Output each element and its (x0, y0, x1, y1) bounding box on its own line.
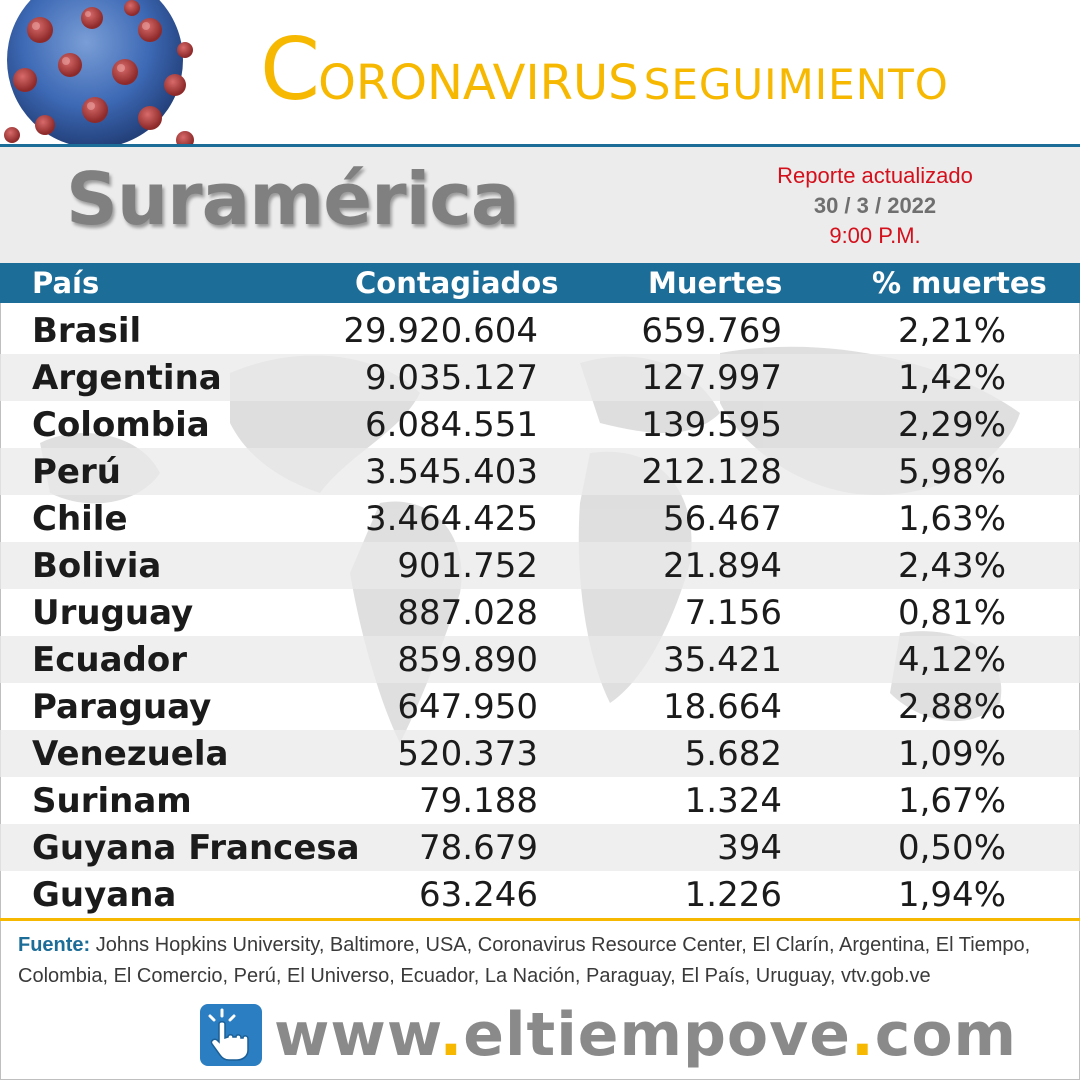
column-header-country: País (32, 266, 100, 300)
country-cell: Bolivia (32, 546, 162, 586)
title-suffix: SEGUIMIENTO (643, 60, 949, 109)
country-cell: Brasil (32, 311, 142, 351)
column-header-deaths: Muertes (648, 266, 783, 300)
death-rate-cell: 0,81% (897, 593, 1006, 633)
country-cell: Argentina (32, 358, 222, 398)
source-note: Fuente: Johns Hopkins University, Baltim… (18, 930, 1068, 992)
source-text: Johns Hopkins University, Baltimore, USA… (18, 934, 1031, 987)
death-rate-cell: 2,29% (897, 405, 1006, 445)
title-initial: C (260, 20, 320, 120)
country-cell: Paraguay (32, 687, 212, 727)
death-rate-cell: 1,09% (897, 734, 1006, 774)
table-row: Venezuela 520.373 5.682 1,09% (0, 730, 1080, 777)
report-time: 9:00 P.M. (829, 223, 921, 248)
deaths-cell: 5.682 (684, 734, 782, 774)
country-cell: Surinam (32, 781, 192, 821)
confirmed-cell: 63.246 (419, 875, 538, 915)
confirmed-cell: 9.035.127 (364, 358, 538, 398)
death-rate-cell: 2,21% (897, 311, 1006, 351)
site-www: www (274, 1000, 440, 1070)
table-row: Argentina 9.035.127 127.997 1,42% (0, 354, 1080, 401)
country-cell: Venezuela (32, 734, 229, 774)
table-row: Uruguay 887.028 7.156 0,81% (0, 589, 1080, 636)
confirmed-cell: 887.028 (397, 593, 538, 633)
confirmed-cell: 520.373 (397, 734, 538, 774)
death-rate-cell: 1,63% (897, 499, 1006, 539)
table-row: Ecuador 859.890 35.421 4,12% (0, 636, 1080, 683)
confirmed-cell: 79.188 (419, 781, 538, 821)
site-dot-1: . (439, 1000, 464, 1070)
site-tld: com (874, 1000, 1018, 1070)
page-title: CORONAVIRUS SEGUIMIENTO (260, 20, 949, 120)
site-dot-2: . (850, 1000, 875, 1070)
country-cell: Guyana Francesa (32, 828, 360, 868)
deaths-cell: 1.324 (684, 781, 782, 821)
confirmed-cell: 78.679 (419, 828, 538, 868)
deaths-cell: 18.664 (663, 687, 782, 727)
death-rate-cell: 4,12% (897, 640, 1006, 680)
table-row: Guyana Francesa 78.679 394 0,50% (0, 824, 1080, 871)
table-row: Colombia 6.084.551 139.595 2,29% (0, 401, 1080, 448)
footer-divider (0, 918, 1080, 921)
report-date: 30 / 3 / 2022 (813, 193, 937, 218)
table-row: Perú 3.545.403 212.128 5,98% (0, 448, 1080, 495)
death-rate-cell: 1,67% (897, 781, 1006, 821)
death-rate-cell: 2,43% (897, 546, 1006, 586)
death-rate-cell: 1,94% (897, 875, 1006, 915)
confirmed-cell: 901.752 (397, 546, 538, 586)
coronavirus-icon (4, 0, 194, 146)
deaths-cell: 139.595 (641, 405, 782, 445)
title-main: ORONAVIRUS (318, 55, 639, 111)
region-title: Suramérica (66, 157, 520, 241)
pointer-hand-icon (200, 1004, 262, 1066)
website-url[interactable]: www.eltiempove.com (274, 1000, 1017, 1070)
confirmed-cell: 647.950 (397, 687, 538, 727)
deaths-cell: 7.156 (684, 593, 782, 633)
confirmed-cell: 6.084.551 (364, 405, 538, 445)
confirmed-cell: 3.464.425 (364, 499, 538, 539)
site-name: eltiempove (463, 1000, 851, 1070)
deaths-cell: 1.226 (684, 875, 782, 915)
confirmed-cell: 29.920.604 (343, 311, 538, 351)
country-cell: Chile (32, 499, 128, 539)
header-divider (0, 144, 1080, 147)
table-row: Chile 3.464.425 56.467 1,63% (0, 495, 1080, 542)
header: CORONAVIRUS SEGUIMIENTO (0, 0, 1080, 146)
column-header-confirmed: Contagiados (355, 266, 559, 300)
country-cell: Guyana (32, 875, 177, 915)
country-cell: Ecuador (32, 640, 187, 680)
deaths-cell: 127.997 (641, 358, 782, 398)
subheader: Suramérica Reporte actualizado 30 / 3 / … (0, 147, 1080, 263)
deaths-cell: 21.894 (663, 546, 782, 586)
report-info: Reporte actualizado 30 / 3 / 2022 9:00 P… (740, 161, 1010, 251)
deaths-cell: 35.421 (663, 640, 782, 680)
table-row: Bolivia 901.752 21.894 2,43% (0, 542, 1080, 589)
table-row: Brasil 29.920.604 659.769 2,21% (0, 307, 1080, 354)
death-rate-cell: 1,42% (897, 358, 1006, 398)
report-label: Reporte actualizado (777, 163, 973, 188)
deaths-cell: 56.467 (663, 499, 782, 539)
table-body: Brasil 29.920.604 659.769 2,21% Argentina 9.0… (0, 307, 1080, 918)
country-cell: Perú (32, 452, 121, 492)
deaths-cell: 394 (717, 828, 782, 868)
table-row: Guyana 63.246 1.226 1,94% (0, 871, 1080, 918)
confirmed-cell: 859.890 (397, 640, 538, 680)
death-rate-cell: 0,50% (897, 828, 1006, 868)
country-cell: Colombia (32, 405, 210, 445)
table-row: Paraguay 647.950 18.664 2,88% (0, 683, 1080, 730)
deaths-cell: 212.128 (641, 452, 782, 492)
table-row: Surinam 79.188 1.324 1,67% (0, 777, 1080, 824)
country-cell: Uruguay (32, 593, 194, 633)
table-header: País Contagiados Muertes % muertes (0, 263, 1080, 303)
death-rate-cell: 2,88% (897, 687, 1006, 727)
source-label: Fuente: (18, 934, 91, 956)
column-header-pct: % muertes (872, 266, 1047, 300)
death-rate-cell: 5,98% (897, 452, 1006, 492)
confirmed-cell: 3.545.403 (364, 452, 538, 492)
deaths-cell: 659.769 (641, 311, 782, 351)
